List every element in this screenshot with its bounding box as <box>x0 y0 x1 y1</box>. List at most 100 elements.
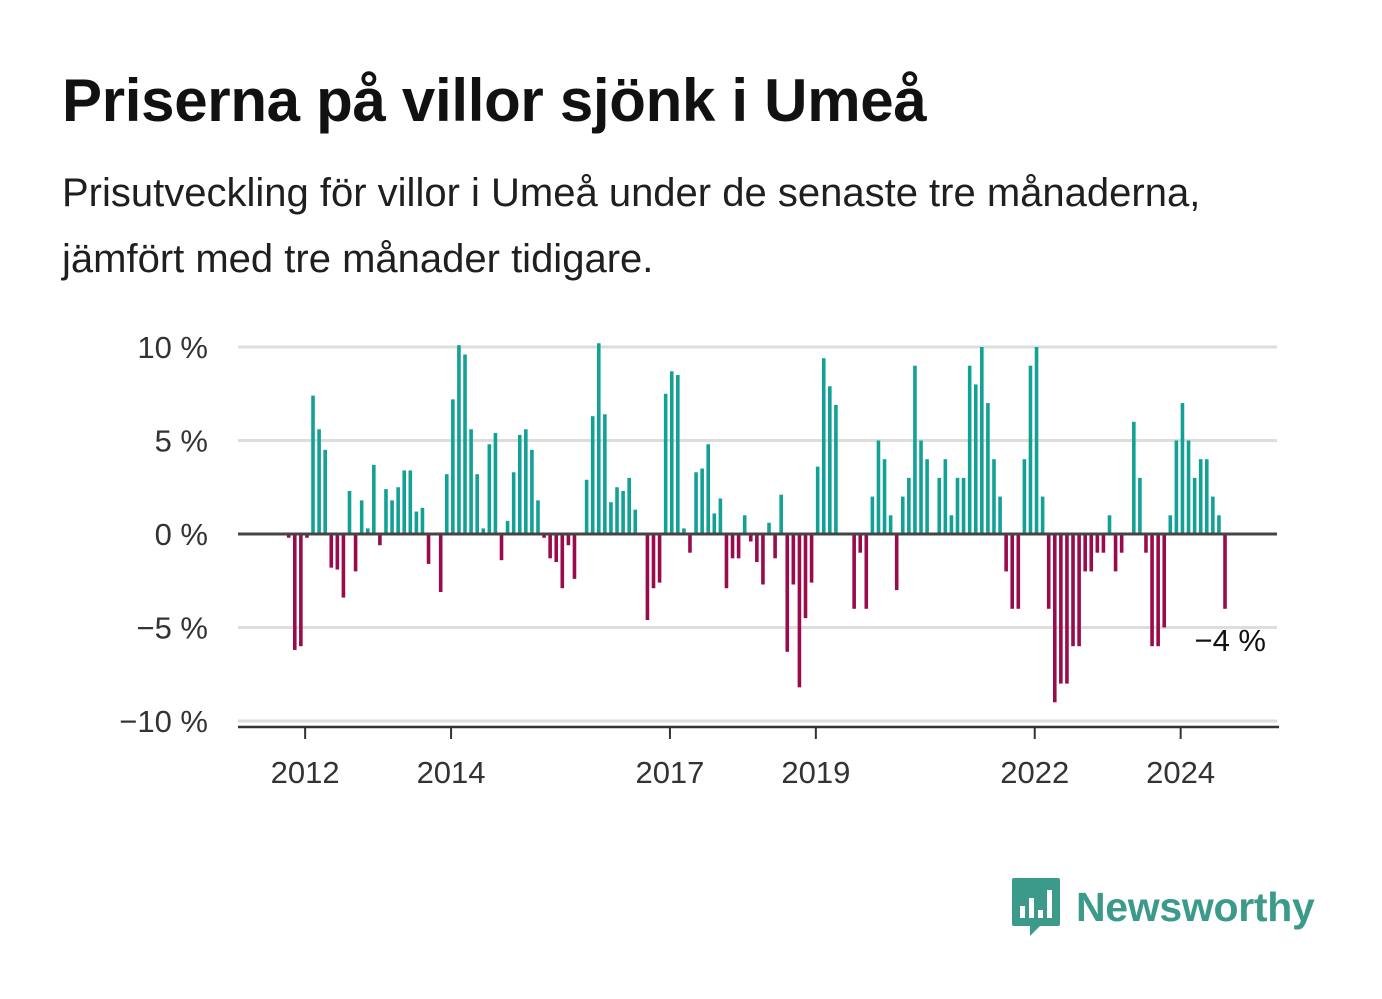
bar <box>542 534 546 538</box>
bar <box>730 534 735 559</box>
bar <box>444 474 449 534</box>
bar <box>864 534 869 609</box>
bar <box>1198 459 1203 534</box>
bar <box>657 534 662 583</box>
bar <box>712 513 717 534</box>
bar <box>572 534 577 579</box>
bar <box>925 459 929 534</box>
bar <box>1046 534 1051 609</box>
bar <box>621 490 625 534</box>
bar <box>949 515 954 534</box>
bar <box>1107 515 1112 534</box>
bar <box>1022 459 1027 534</box>
bar <box>615 487 619 534</box>
bar <box>828 386 832 534</box>
bar <box>627 477 631 534</box>
bar <box>317 429 321 534</box>
x-tick-label: 2024 <box>1146 755 1215 790</box>
brand-name: Newsworthy <box>1076 883 1315 930</box>
bar <box>736 534 741 559</box>
bar <box>694 472 698 534</box>
bar <box>907 477 911 534</box>
chart-subtitle: Prisutveckling för villor i Umeå under d… <box>62 171 1201 281</box>
bar <box>463 354 467 534</box>
bar <box>524 429 528 534</box>
bar <box>560 534 565 589</box>
newsworthy-logo-icon <box>1012 878 1060 936</box>
y-tick-label: 5 % <box>155 424 208 459</box>
bar <box>1040 496 1045 534</box>
bar-chart: −10 % −5 % 0 % 5 % 10 % 2012 2014 2017 2019 2022 2… <box>119 330 1279 790</box>
bar <box>329 534 334 568</box>
bar <box>663 393 668 534</box>
bar <box>779 494 783 534</box>
bar <box>651 534 656 589</box>
bar <box>299 534 303 647</box>
bar <box>676 375 680 534</box>
brand-logo: Newsworthy <box>1010 876 1315 938</box>
bar <box>876 440 881 534</box>
bar <box>305 534 309 538</box>
bar <box>937 477 942 534</box>
bar <box>961 477 966 534</box>
bar <box>1065 534 1069 684</box>
bar <box>913 365 917 534</box>
bar <box>554 534 559 563</box>
bar <box>815 466 820 534</box>
bar <box>1028 365 1033 534</box>
bar <box>992 459 996 534</box>
bar <box>1174 440 1179 534</box>
x-tick-label: 2022 <box>1000 755 1069 790</box>
bar <box>286 534 291 538</box>
bar <box>378 534 382 546</box>
bar <box>1052 534 1057 703</box>
x-tick-label: 2019 <box>781 755 850 790</box>
y-tick-label: 0 % <box>155 517 208 552</box>
bar <box>1138 477 1142 534</box>
bar <box>384 489 388 534</box>
bar <box>1071 534 1075 647</box>
bar <box>493 433 498 534</box>
bar <box>402 470 407 534</box>
bar <box>1168 515 1173 534</box>
bar <box>1156 534 1160 647</box>
bar <box>882 459 887 534</box>
bar <box>499 534 504 561</box>
bar <box>596 343 601 534</box>
bar <box>1180 403 1185 534</box>
bar <box>341 534 346 598</box>
bar <box>323 449 327 534</box>
bar <box>457 345 461 534</box>
bar <box>645 534 650 621</box>
bar <box>767 522 771 534</box>
bar <box>1095 534 1100 553</box>
x-tick-label: 2012 <box>271 755 340 790</box>
bar <box>536 500 540 534</box>
bar <box>718 498 723 534</box>
bar <box>955 477 960 534</box>
bar <box>548 534 552 559</box>
bar <box>852 534 856 609</box>
bar <box>420 507 425 534</box>
bar <box>566 534 571 546</box>
bar <box>1113 534 1118 572</box>
y-tick-label: −5 % <box>136 611 208 646</box>
bar <box>481 528 486 534</box>
bar <box>1004 534 1008 572</box>
bar <box>1089 534 1094 572</box>
bar <box>511 472 516 534</box>
bar <box>517 434 522 534</box>
bar <box>603 414 607 534</box>
bar <box>748 534 753 542</box>
bar <box>584 479 589 534</box>
bar <box>669 371 674 534</box>
bar <box>396 487 400 534</box>
bar <box>973 384 978 534</box>
bar <box>408 470 413 534</box>
bar <box>426 534 431 564</box>
bar <box>894 534 899 591</box>
bar <box>706 444 711 534</box>
bar <box>943 459 948 534</box>
bar <box>834 404 838 534</box>
bar <box>742 515 747 534</box>
